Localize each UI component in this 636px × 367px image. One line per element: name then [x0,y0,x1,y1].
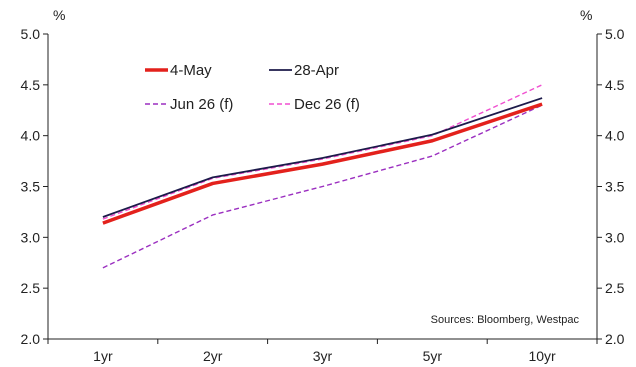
y-tick-label-left: 4.0 [21,128,41,144]
y-tick-label-left: 3.5 [21,179,41,195]
y-tick-label-left: 2.0 [21,331,41,347]
y-tick-label-right: 4.5 [605,77,625,93]
y-tick-label-left: 4.5 [21,77,41,93]
y-tick-label-right: 3.0 [605,229,625,245]
y-tick-label-right: 3.5 [605,179,625,195]
y-tick-label-left: 2.5 [21,280,41,296]
series-line-dec-26-f [102,84,543,220]
legend: 4-May 28-Apr Jun 26 (f) Dec 26 (f) [145,62,360,113]
axis-ticks: 2.0 2.0 2.5 2.5 3.0 3.0 3.5 3.5 4.0 4.0 4.5 4.5 5.0 5… [21,26,625,364]
y-tick-label-left: 3.0 [21,229,41,245]
y-tick-label-right: 5.0 [605,26,625,42]
y-tick-label-left: 5.0 [21,26,41,42]
legend-label: Dec 26 (f) [294,96,360,113]
series-lines [102,84,543,269]
source-annotation: Sources: Bloomberg, Westpac [431,314,580,326]
y-tick-label-right: 2.0 [605,331,625,347]
right-unit-label: % [580,7,592,23]
x-tick-label: 10yr [528,348,556,364]
legend-label: 28-Apr [294,62,339,79]
series-line-28-apr [102,97,543,218]
series-line-jun-26-f [102,104,543,269]
series-line-4-may [102,102,543,225]
x-tick-label: 3yr [313,348,333,364]
legend-label: 4-May [170,62,212,79]
y-tick-label-right: 2.5 [605,280,625,296]
x-tick-label: 1yr [93,348,113,364]
left-unit-label: % [53,7,65,23]
legend-label: Jun 26 (f) [170,96,233,113]
x-tick-label: 5yr [423,348,443,364]
y-tick-label-right: 4.0 [605,128,625,144]
x-tick-label: 2yr [203,348,223,364]
